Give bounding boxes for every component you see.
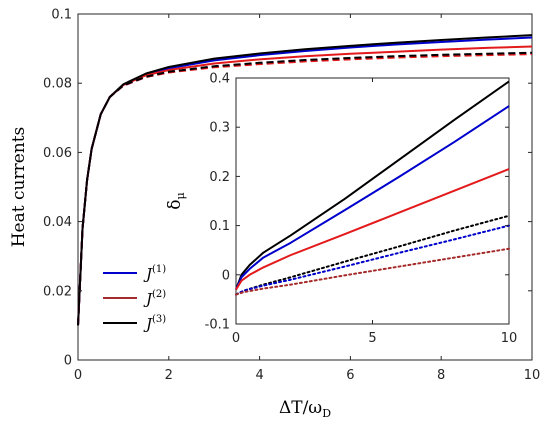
inset-y-ticks: -0.1 0 0.1 0.2 0.3 0.4: [205, 72, 509, 333]
main-y-tick-label-2: 0.04: [43, 215, 72, 230]
inset-y-tick-label-1: 0: [222, 268, 230, 283]
legend-label-j1: J(1): [143, 264, 166, 283]
main-plot: 0 2 4 6 8 10 0 0.02 0.04 0.06 0.08 0.1 ΔT/ωD Heat …: [9, 8, 540, 421]
inset-series-solid-2: [235, 168, 510, 291]
inset-plot: 0 5 10 -0.100.10.20.30.4 δμ: [165, 72, 517, 347]
inset-x-tick-label-2: 10: [501, 331, 518, 346]
inset-y-tick-label-5: 0.4: [209, 72, 230, 87]
main-x-tick-label-2: 4: [255, 368, 263, 383]
legend: J(1) J(2) J(3): [103, 264, 166, 333]
inset-series-dotted-5: [235, 247, 510, 296]
main-series-dashed-5: [77, 51, 533, 326]
main-x-tick-label-3: 6: [346, 368, 354, 383]
main-y-ticks: 0 0.02 0.04 0.06 0.08 0.1: [43, 8, 532, 369]
main-series-group: [77, 34, 533, 326]
main-y-tick-label-0: 0: [64, 354, 72, 369]
inset-y-axis-label: δμ: [165, 192, 187, 209]
inset-y-tick-label-2: 0.1: [209, 219, 230, 234]
inset-x-ticks: 0 5 10: [232, 78, 517, 346]
inset-series-solid-0: [235, 80, 510, 290]
inset-x-tick-label-1: 5: [368, 331, 376, 346]
main-x-ticks: 0 2 4 6 8 10: [74, 14, 540, 383]
main-y-tick-label-5: 0.1: [51, 8, 72, 23]
legend-entry-j1: J(1): [103, 264, 166, 283]
inset-y-tick-label-0: -0.1: [205, 318, 230, 333]
main-x-tick-label-4: 8: [437, 368, 445, 383]
legend-entry-j3: J(3): [103, 314, 166, 333]
inset-x-tick-label-0: 0: [232, 331, 240, 346]
main-y-tick-label-3: 0.06: [43, 146, 72, 161]
main-x-tick-label-5: 10: [524, 368, 541, 383]
main-x-axis-label: ΔT/ωD: [279, 398, 331, 420]
inset-y-tick-label-3: 0.2: [209, 170, 230, 185]
legend-entry-j2: J(2): [103, 289, 166, 308]
main-y-axis-label: Heat currents: [9, 127, 29, 248]
inset-series-solid-1: [235, 105, 510, 290]
main-x-tick-label-0: 0: [74, 368, 82, 383]
inset-series-group: [235, 80, 510, 296]
legend-label-j2: J(2): [143, 289, 166, 308]
main-y-tick-label-4: 0.08: [43, 77, 72, 92]
inset-series-dotted-4: [235, 224, 510, 296]
inset-background: [236, 78, 509, 324]
main-axes-frame: [77, 13, 533, 361]
legend-label-j3: J(3): [143, 314, 166, 333]
main-x-tick-label-1: 2: [165, 368, 173, 383]
main-y-tick-label-1: 0.02: [43, 284, 72, 299]
inset-y-tick-label-4: 0.3: [209, 121, 230, 136]
